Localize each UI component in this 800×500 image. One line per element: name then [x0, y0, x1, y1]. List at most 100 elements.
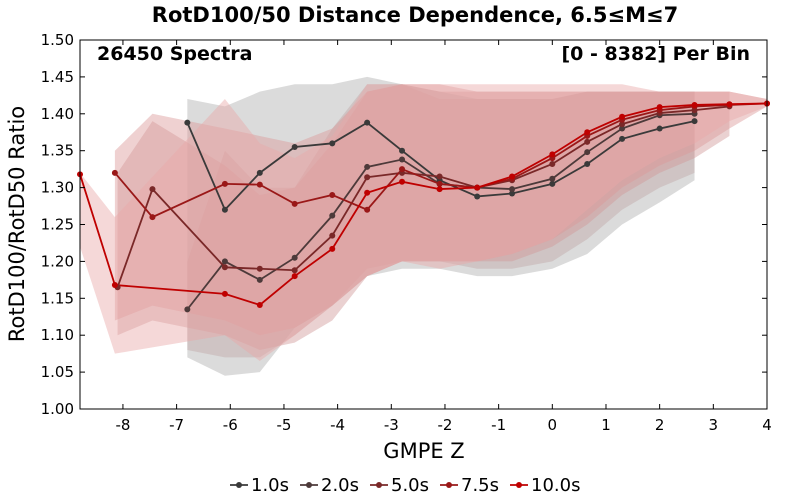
x-axis: -8 -7 -6 -5 -4 -3 -2 -1 0 1 2 3 4 — [115, 40, 772, 434]
data-point-1.0s — [691, 118, 698, 125]
data-point-10.0s — [691, 101, 698, 108]
x-tick-label: -4 — [330, 416, 345, 434]
y-tick-label: 1.35 — [41, 142, 74, 160]
y-tick-label: 1.05 — [41, 363, 74, 381]
data-point-2.0s — [221, 258, 228, 265]
band-10.0s — [80, 84, 767, 362]
data-point-1.0s — [221, 206, 228, 213]
data-point-7.5s — [399, 166, 406, 173]
data-point-7.5s — [256, 181, 263, 188]
data-point-7.5s — [291, 200, 298, 207]
data-point-7.5s — [149, 214, 156, 221]
x-axis-label: GMPE Z — [383, 439, 464, 463]
band-5.0s — [117, 84, 730, 350]
data-point-1.0s — [399, 147, 406, 154]
legend-item-7.5s: 7.5s — [440, 475, 499, 496]
y-tick-label: 1.10 — [41, 326, 74, 344]
data-point-10.0s — [256, 301, 263, 308]
x-tick-label: 4 — [762, 416, 772, 434]
chart-title: RotD100/50 Distance Dependence, 6.5≤M≤7 — [152, 3, 678, 27]
data-point-1.0s — [291, 144, 298, 151]
data-point-7.5s — [364, 206, 371, 213]
data-point-1.0s — [656, 125, 663, 132]
legend-item-2.0s: 2.0s — [300, 475, 359, 496]
band-1.0s — [187, 76, 695, 376]
data-point-1.0s — [474, 193, 481, 200]
legend-label: 2.0s — [321, 475, 359, 496]
data-point-7.5s — [329, 191, 336, 198]
data-point-1.0s — [364, 119, 371, 126]
legend-item-10.0s: 10.0s — [510, 475, 580, 496]
data-point-10.0s — [726, 101, 733, 108]
data-point-2.0s — [619, 125, 626, 132]
x-tick-label: -3 — [384, 416, 399, 434]
legend-label: 1.0s — [251, 475, 289, 496]
x-tick-label: -5 — [276, 416, 291, 434]
confidence-bands — [80, 76, 767, 376]
data-point-5.0s — [364, 174, 371, 181]
x-tick-label: -1 — [491, 416, 506, 434]
data-point-10.0s — [509, 173, 516, 180]
data-point-10.0s — [364, 189, 371, 196]
data-point-2.0s — [329, 212, 336, 219]
x-tick-label: 2 — [655, 416, 665, 434]
x-tick-label: -2 — [437, 416, 452, 434]
y-tick-label: 1.30 — [41, 179, 74, 197]
series-line-10.0s — [79, 102, 768, 306]
data-point-2.0s — [549, 175, 556, 182]
x-tick-label: -8 — [115, 416, 130, 434]
data-point-10.0s — [549, 151, 556, 158]
y-tick-label: 1.20 — [41, 252, 74, 270]
data-point-5.0s — [329, 232, 336, 239]
data-point-5.0s — [256, 265, 263, 272]
y-tick-label: 1.40 — [41, 105, 74, 123]
x-tick-label: -6 — [223, 416, 238, 434]
data-point-10.0s — [221, 290, 228, 297]
data-point-1.0s — [329, 140, 336, 147]
data-point-5.0s — [149, 186, 156, 193]
series-line-7.5s — [114, 102, 768, 219]
annotation-spectra-count: 26450 Spectra — [97, 43, 252, 65]
data-point-1.0s — [549, 180, 556, 187]
data-point-2.0s — [364, 163, 371, 170]
data-point-5.0s — [549, 160, 556, 167]
band-2.0s — [187, 84, 695, 358]
y-tick-label: 1.15 — [41, 289, 74, 307]
legend-swatch-marker — [516, 482, 522, 488]
y-tick-label: 1.00 — [41, 400, 74, 418]
data-point-1.0s — [509, 190, 516, 197]
data-point-2.0s — [584, 149, 591, 156]
y-tick-label: 1.50 — [41, 31, 74, 49]
data-point-5.0s — [619, 121, 626, 128]
legend-label: 5.0s — [391, 475, 429, 496]
data-point-2.0s — [509, 186, 516, 193]
band-7.5s — [114, 84, 767, 336]
y-axis: 1.00 1.05 1.10 1.15 1.20 1.25 1.30 1.35 1.40 1.45… — [41, 31, 767, 418]
x-tick-label: 0 — [548, 416, 558, 434]
legend-label: 7.5s — [461, 475, 499, 496]
data-point-2.0s — [291, 254, 298, 261]
x-tick-label: 1 — [601, 416, 611, 434]
data-point-7.5s — [221, 180, 228, 187]
data-point-10.0s — [111, 282, 118, 289]
data-point-1.0s — [619, 135, 626, 142]
data-point-10.0s — [436, 186, 443, 193]
legend-label: 10.0s — [531, 475, 580, 496]
data-point-1.0s — [584, 160, 591, 167]
legend-item-5.0s: 5.0s — [370, 475, 429, 496]
data-point-10.0s — [329, 245, 336, 252]
data-point-5.0s — [221, 264, 228, 271]
data-point-2.0s — [399, 156, 406, 163]
legend-swatch-marker — [306, 482, 312, 488]
legend-swatch-marker — [376, 482, 382, 488]
y-tick-label: 1.45 — [41, 68, 74, 86]
x-tick-label: -7 — [169, 416, 184, 434]
data-point-10.0s — [291, 273, 298, 280]
y-axis-label: RotD100/RotD50 Ratio — [5, 106, 29, 342]
data-point-10.0s — [619, 113, 626, 120]
x-tick-label: 3 — [709, 416, 719, 434]
legend-item-1.0s: 1.0s — [230, 475, 289, 496]
data-point-7.5s — [111, 169, 118, 176]
data-point-5.0s — [584, 138, 591, 145]
